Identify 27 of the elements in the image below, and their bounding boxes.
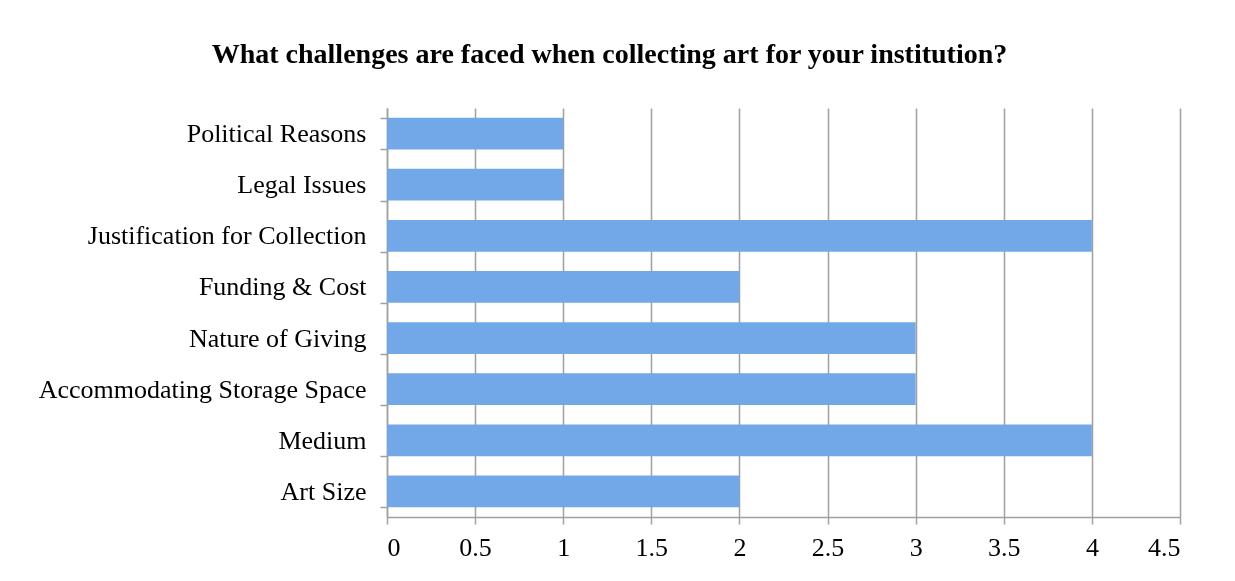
x-tick-label: 3: [909, 532, 923, 562]
x-tick-label: 1: [557, 532, 571, 562]
bar: [387, 373, 916, 406]
x-tick-label: 2: [733, 532, 747, 562]
y-tick-label: Art Size: [280, 476, 367, 506]
bar: [387, 322, 916, 354]
bar: [387, 475, 740, 508]
y-tick-label: Funding & Cost: [198, 272, 368, 302]
bar: [387, 271, 740, 303]
x-tick-label: 3.5: [988, 532, 1021, 562]
x-tick-label: 4: [1085, 532, 1099, 562]
x-tick-label: 0: [387, 532, 401, 562]
y-tick-label: Accommodating Storage Space: [38, 374, 367, 404]
x-tick-label: 2.5: [811, 532, 845, 562]
y-tick-label: Political Reasons: [186, 119, 367, 149]
bar: [387, 117, 564, 150]
y-tick-label: Justification for Collection: [87, 221, 367, 251]
x-tick-label: 4.5: [1148, 532, 1181, 562]
bar: [387, 168, 564, 201]
y-tick-label: Legal Issues: [237, 170, 367, 200]
y-tick-label: Nature of Giving: [188, 323, 367, 353]
bar: [387, 424, 1092, 457]
x-tick-label: 0.5: [459, 532, 492, 562]
chart-title: What challenges are faced when collecting art for your institution?: [211, 38, 1008, 69]
bar: [387, 219, 1092, 252]
x-tick-label: 1.5: [635, 532, 669, 562]
y-tick-label: Medium: [278, 425, 367, 455]
